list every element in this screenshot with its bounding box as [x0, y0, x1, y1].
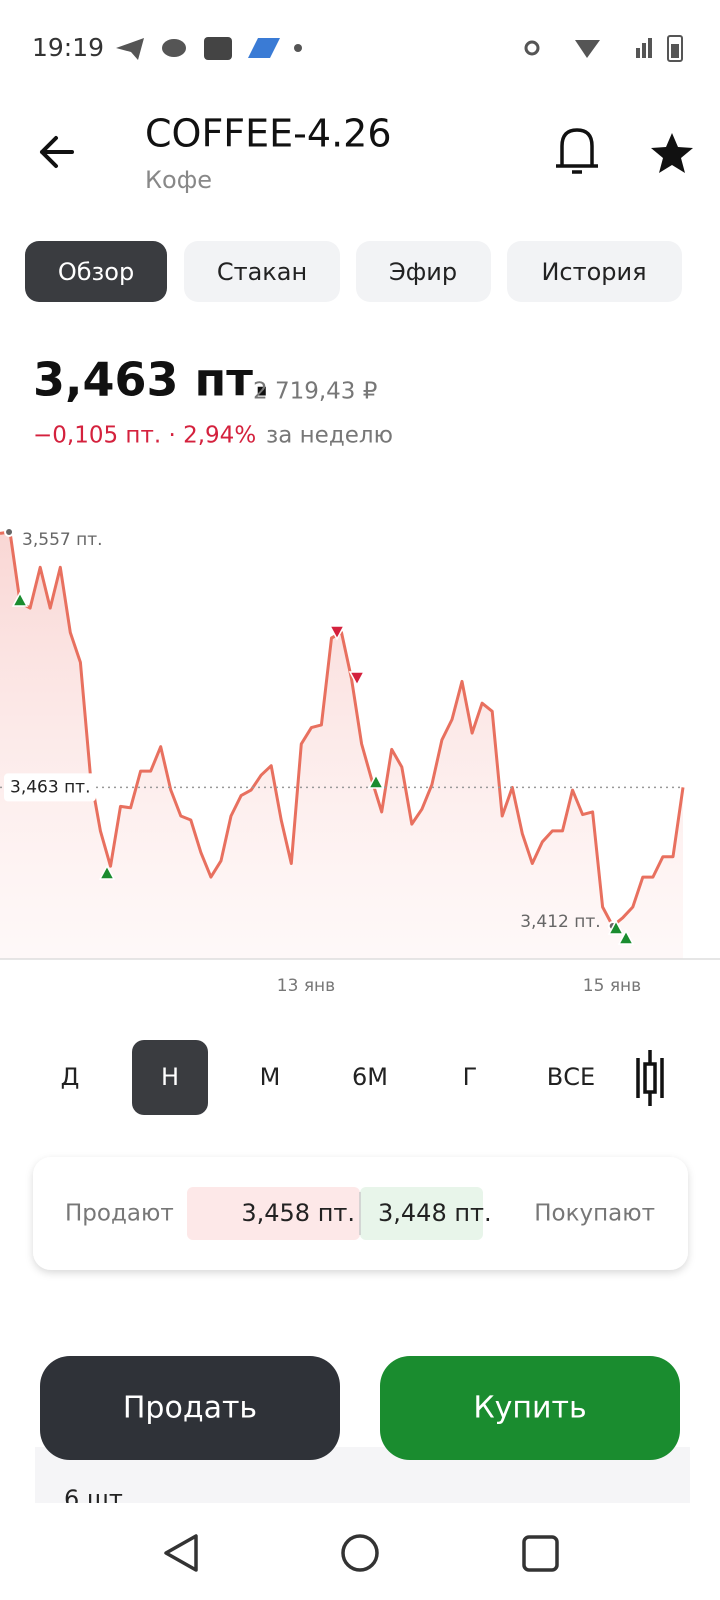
buy-price[interactable]: 3,448 пт.	[378, 1199, 492, 1227]
price-rub: 2 719,43 ₽	[253, 379, 377, 405]
period[interactable]: Г	[463, 1063, 478, 1091]
status-icons-right	[524, 35, 683, 62]
instrument-subtitle: Кофе	[145, 166, 212, 194]
max-point	[4, 527, 15, 537]
status-icons-left	[116, 37, 302, 60]
buy-button[interactable]	[380, 1356, 680, 1460]
telegram-icon	[116, 38, 144, 60]
sell-box[interactable]	[187, 1187, 360, 1240]
price-change: −0,105 пт. · 2,94%	[33, 423, 256, 449]
price-value: 3,463 пт.	[33, 353, 270, 407]
tabs: Обзор Стакан Эфир История	[25, 241, 682, 302]
tab-label[interactable]: Обзор	[58, 258, 134, 286]
x-label: 15 янв	[583, 976, 641, 996]
sell-button-label[interactable]: Продать	[123, 1391, 257, 1426]
sell-price[interactable]: 3,458 пт.	[241, 1199, 355, 1227]
instrument-title: COFFEE-4.26	[145, 112, 392, 156]
wifi-icon	[575, 40, 600, 58]
period-selector: Д Н М 6М Г ВСЕ	[61, 1040, 664, 1115]
candles-toggle[interactable]	[636, 1050, 664, 1106]
period[interactable]: 6М	[352, 1063, 388, 1091]
app-icon	[204, 37, 232, 60]
tab[interactable]	[184, 241, 340, 302]
sell-trade-marker	[328, 625, 346, 641]
battery-level	[671, 44, 679, 58]
reference-label-bg	[4, 773, 96, 802]
x-label: 13 янв	[277, 976, 335, 996]
chat-icon	[162, 39, 186, 57]
period-active[interactable]	[132, 1040, 208, 1115]
tab-active[interactable]	[25, 241, 167, 302]
chart-area	[0, 532, 683, 959]
buy-trade-marker	[607, 919, 625, 935]
buy-trade-marker	[617, 929, 635, 945]
tab[interactable]	[356, 241, 491, 302]
buy-trade-marker	[98, 864, 116, 880]
min-label: 3,412 пт.	[520, 912, 601, 932]
period[interactable]: ВСЕ	[547, 1063, 595, 1091]
sell-trade-marker	[348, 671, 366, 687]
buy-label: Покупают	[534, 1201, 655, 1227]
tab-label[interactable]: Эфир	[389, 258, 457, 286]
candle-body[interactable]	[643, 1062, 657, 1094]
chart-line	[0, 530, 685, 928]
bell-icon[interactable]	[556, 128, 598, 174]
buy-box[interactable]	[360, 1187, 483, 1240]
signal	[642, 43, 646, 58]
buy-trade-marker	[11, 591, 29, 607]
back-arrow[interactable]	[40, 136, 74, 168]
nav-bar	[0, 1503, 720, 1600]
nav-home[interactable]	[341, 1534, 379, 1572]
sell-label: Продают	[65, 1201, 174, 1227]
tab-label[interactable]: История	[541, 258, 646, 286]
status-time: 19:19	[32, 33, 104, 62]
price-period: за неделю	[266, 423, 393, 449]
nav-recents[interactable]	[522, 1535, 559, 1572]
battery	[667, 35, 683, 62]
tab[interactable]	[507, 241, 682, 302]
sell-button[interactable]	[40, 1356, 340, 1460]
nav-back[interactable]	[164, 1534, 198, 1572]
dot	[294, 44, 302, 52]
price-chart: 3,463 пт. 3,557 пт. 3,412 пт.	[0, 527, 685, 959]
bell-button[interactable]	[556, 128, 598, 174]
max-label: 3,557 пт.	[22, 530, 103, 550]
signal	[648, 38, 652, 58]
back-button[interactable]	[40, 136, 74, 168]
star-icon[interactable]	[651, 133, 693, 173]
buy-button-label[interactable]: Купить	[473, 1391, 586, 1426]
reference-label: 3,463 пт.	[10, 777, 91, 797]
period[interactable]: Д	[61, 1063, 80, 1091]
signal	[636, 48, 640, 58]
buy-trade-marker	[367, 773, 385, 789]
tab-label[interactable]: Стакан	[217, 258, 307, 286]
key-icon	[524, 40, 540, 56]
period[interactable]: Н	[161, 1063, 179, 1091]
app-icon-2	[248, 38, 280, 58]
period[interactable]: М	[260, 1063, 281, 1091]
favorite-button[interactable]	[651, 133, 693, 173]
